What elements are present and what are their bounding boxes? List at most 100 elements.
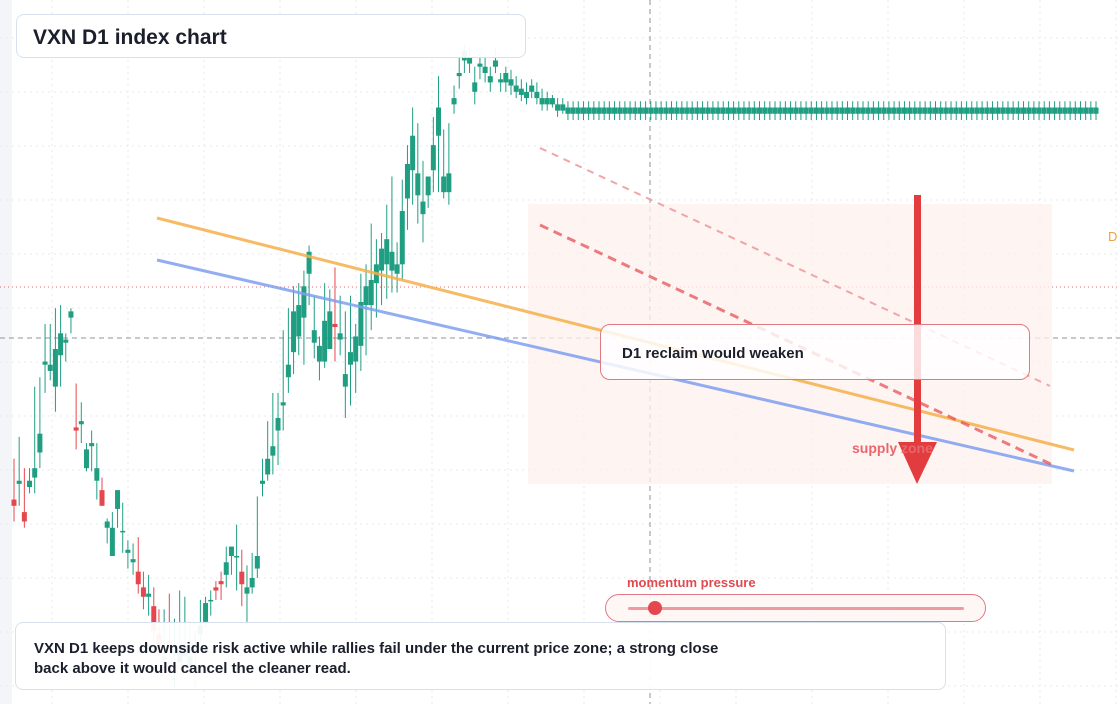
candle-body <box>881 107 887 114</box>
candle-body <box>130 559 136 563</box>
candle-body <box>534 91 540 99</box>
candle-body <box>958 107 964 114</box>
candle-body <box>78 421 84 425</box>
candle-body <box>575 107 581 114</box>
candle-body <box>430 145 436 171</box>
candle-body <box>322 320 328 362</box>
candle-body <box>1067 107 1073 114</box>
candle-body <box>736 107 742 114</box>
candle-body <box>280 402 286 406</box>
candle-body <box>886 107 892 114</box>
momentum-track <box>628 607 964 610</box>
candle-body <box>115 490 121 509</box>
candle-body <box>291 311 297 353</box>
candle-body <box>539 98 545 105</box>
candle-body <box>850 107 856 114</box>
candle-body <box>907 107 913 114</box>
candle-body <box>668 107 674 114</box>
candle-body <box>891 107 897 114</box>
candle-body <box>813 107 819 114</box>
candle-body <box>89 443 95 447</box>
candle-body <box>933 107 939 114</box>
candle-body <box>964 107 970 114</box>
candle-body <box>855 107 861 114</box>
candle-body <box>275 418 281 431</box>
candle-body <box>834 107 840 114</box>
candle-body <box>746 107 752 114</box>
candle-body <box>228 546 234 556</box>
candle-body <box>725 107 731 114</box>
candle-body <box>306 251 312 274</box>
candle-body <box>653 107 659 114</box>
candle-body <box>125 549 131 553</box>
candle-body <box>404 163 410 199</box>
candle-body <box>663 107 669 114</box>
candle-body <box>580 107 586 114</box>
candle-body <box>285 364 291 378</box>
candle-body <box>368 280 374 306</box>
candle-body <box>1031 107 1037 114</box>
candle-body <box>715 107 721 114</box>
candle-body <box>974 107 980 114</box>
candle-body <box>674 107 680 114</box>
candle-body <box>777 107 783 114</box>
candle-body <box>487 76 493 83</box>
candle-body <box>845 107 851 114</box>
candle-body <box>140 587 146 597</box>
candle-body <box>1026 107 1032 114</box>
candle-body <box>415 173 421 196</box>
candle-body <box>47 364 53 371</box>
candle-body <box>731 107 737 114</box>
candle-body <box>943 107 949 114</box>
candle-body <box>632 107 638 114</box>
candle-body <box>446 173 452 193</box>
candle-body <box>203 603 209 622</box>
momentum-label: momentum pressure <box>627 575 756 590</box>
candle-body <box>648 107 654 114</box>
candle-body <box>135 571 141 585</box>
candle-body <box>756 107 762 114</box>
candle-body <box>741 107 747 114</box>
candle-body <box>700 107 706 114</box>
candle-body <box>1088 107 1094 114</box>
candle-body <box>917 107 923 114</box>
candle-body <box>819 107 825 114</box>
candle-body <box>379 248 385 271</box>
candle-body <box>1046 107 1052 114</box>
candle-body <box>767 107 773 114</box>
candle-body <box>508 79 514 86</box>
candle-body <box>1077 107 1083 114</box>
candle-body <box>104 521 110 528</box>
candle-body <box>829 107 835 114</box>
candle-body <box>798 107 804 114</box>
thesis-panel: VXN D1 keeps downside risk active while … <box>15 622 946 690</box>
candle-body <box>720 107 726 114</box>
candle-body <box>694 107 700 114</box>
candle-body <box>296 305 302 337</box>
candle-body <box>938 107 944 114</box>
candle-body <box>472 82 478 92</box>
chart-title: VXN D1 index chart <box>33 26 227 49</box>
edge-tag: D <box>1108 229 1118 244</box>
candle-body <box>793 107 799 114</box>
momentum-knob[interactable] <box>647 601 662 615</box>
candle-body <box>912 107 918 114</box>
candle-body <box>679 107 685 114</box>
candle-body <box>301 286 307 318</box>
candle-body <box>1005 107 1011 114</box>
candle-body <box>213 587 219 591</box>
candle-body <box>218 581 224 585</box>
candle-body <box>860 107 866 114</box>
candle-body <box>1021 107 1027 114</box>
candle-body <box>384 239 390 265</box>
candle-body <box>1041 107 1047 114</box>
candle-body <box>555 104 561 111</box>
candle-body <box>984 107 990 114</box>
candle-body <box>498 79 504 83</box>
candle-body <box>606 107 612 114</box>
candle-body <box>311 330 317 343</box>
candle-body <box>684 107 690 114</box>
candle-body <box>37 433 43 453</box>
candle-body <box>42 361 48 365</box>
candles <box>11 44 1099 688</box>
